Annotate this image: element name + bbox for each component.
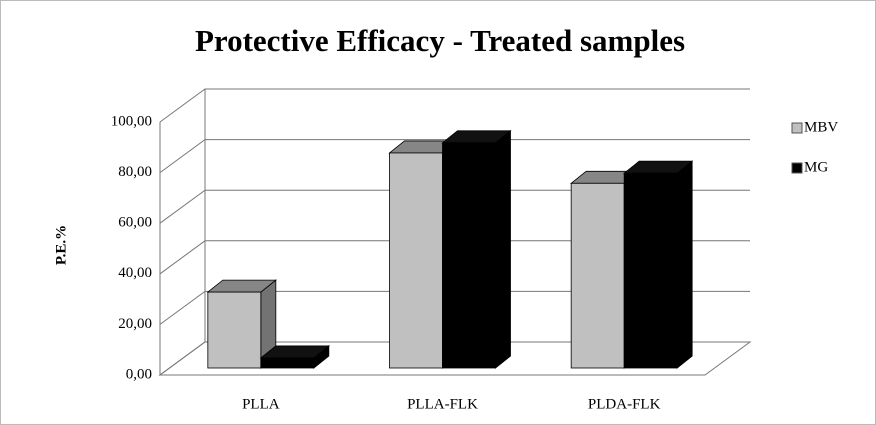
bar-front xyxy=(389,152,443,369)
bar xyxy=(441,129,512,369)
bar-front xyxy=(207,291,262,369)
bar xyxy=(206,279,277,369)
x-tick-label: PLDA-FLK xyxy=(588,396,661,412)
grid-line xyxy=(159,341,750,376)
grid-line xyxy=(159,290,750,325)
bar-front xyxy=(623,172,678,369)
grid-line xyxy=(159,189,750,224)
bar-front xyxy=(260,357,315,369)
legend-label: MG xyxy=(804,159,828,175)
y-tick-label: 100,00 xyxy=(111,113,152,129)
y-tick-label: 0,00 xyxy=(126,366,152,382)
bar-front xyxy=(442,142,496,369)
grid-line xyxy=(159,139,750,174)
legend-label: MBV xyxy=(804,119,838,135)
y-tick-label: 80,00 xyxy=(118,164,152,180)
bar-side xyxy=(495,129,511,369)
bar-front xyxy=(570,182,625,369)
bar-side xyxy=(676,160,693,369)
bar xyxy=(259,345,330,369)
x-tick-label: PLLA-FLK xyxy=(407,396,478,412)
grid-line xyxy=(159,88,750,123)
chart-title: Protective Efficacy - Treated samples xyxy=(195,23,685,58)
legend-swatch xyxy=(791,122,803,134)
y-tick-label: 20,00 xyxy=(118,316,152,332)
grid-line xyxy=(159,240,750,275)
legend-swatch xyxy=(791,162,803,174)
bar xyxy=(623,160,694,369)
y-tick-label: 60,00 xyxy=(118,215,152,231)
y-axis-label: P.E.% xyxy=(53,225,69,265)
x-tick-label: PLLA xyxy=(242,396,280,412)
y-tick-label: 40,00 xyxy=(118,265,152,281)
